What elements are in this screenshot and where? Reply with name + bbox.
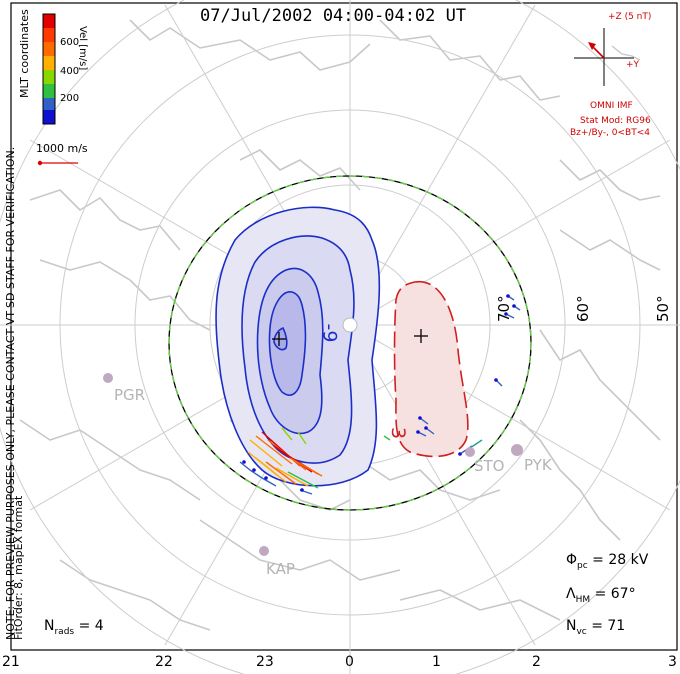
plot-frame (10, 2, 678, 651)
imf-stat-model: Stat Mod: RG96 (580, 116, 651, 126)
mlt-tick-23: 23 (256, 654, 274, 670)
positive-contour-label: 3 (387, 426, 410, 440)
scale-vector-label: 1000 m/s (36, 142, 88, 155)
mlt-tick-0: 0 (345, 654, 354, 670)
stat-lambda-hm: ΛHM = 67° (566, 586, 636, 605)
stat-lambda-value: = 67° (594, 586, 636, 602)
mlt-tick-21: 21 (2, 654, 20, 670)
mlt-tick-2: 2 (532, 654, 541, 670)
fit-order-note: FitOrder: 8, mapEX format (12, 495, 25, 640)
mlt-tick-3: 3 (668, 654, 677, 670)
latitude-label-50: 50° (654, 295, 672, 322)
stat-lambda-symbol: Λ (566, 586, 576, 602)
colorbar (42, 13, 56, 125)
imf-dial (574, 28, 641, 86)
mlt-tick-1: 1 (432, 654, 441, 670)
stat-nrads-sub: rads (54, 626, 75, 637)
colorbar-tick-400: 400 (60, 66, 80, 77)
station-label-sto: STO (474, 457, 505, 475)
stat-nvc-symbol: N (566, 618, 577, 634)
hm-boundary-dash (168, 175, 532, 511)
stat-phi-value: = 28 kV (592, 552, 649, 568)
map-title: 07/Jul/2002 04:00-04:02 UT (200, 6, 467, 26)
negative-contour-label: -9 (318, 323, 341, 343)
mlt-coordinates-note: MLT coordinates (18, 9, 31, 98)
station-marker-pyk (511, 444, 523, 456)
imf-bz-label: +Z (5 nT) (608, 12, 652, 22)
imf-by-label: +Y (626, 60, 640, 70)
station-marker-kap (259, 546, 269, 556)
stat-phi-symbol: Φ (566, 552, 578, 568)
velocity-vector-dots (242, 294, 516, 492)
stat-phi-sub: pc (577, 560, 588, 571)
station-label-pyk: PYK (524, 456, 552, 474)
stat-n-vc: Nvc = 71 (566, 618, 625, 637)
stat-phi-pc: Φpc = 28 kV (566, 552, 648, 571)
colorbar-tick-600: 600 (60, 37, 80, 48)
latitude-label-60: 60° (574, 295, 592, 322)
positive-potential-cell (393, 280, 469, 458)
stat-nvc-sub: vc (576, 626, 587, 637)
latitude-label-70: 70° (495, 295, 513, 322)
stat-nvc-value: = 71 (591, 618, 626, 634)
stat-nrads-value: = 4 (78, 618, 104, 634)
stat-lambda-sub: HM (575, 594, 591, 605)
imf-condition: Bz+/By-, 0<BT<4 (570, 128, 650, 138)
colorbar-label: Vel [m/s] (77, 26, 88, 71)
station-label-kap: KAP (266, 560, 295, 578)
mlt-tick-22: 22 (155, 654, 173, 670)
station-marker-sto (465, 447, 475, 457)
negative-potential-cell (215, 206, 381, 487)
station-markers (103, 373, 523, 556)
stat-nrads-symbol: N (44, 618, 55, 634)
station-label-pgr: PGR (114, 386, 146, 404)
station-marker-pgr (103, 373, 113, 383)
pole-marker (342, 317, 358, 333)
imf-source: OMNI IMF (590, 101, 633, 111)
stat-n-rads: Nrads = 4 (44, 618, 104, 637)
colorbar-tick-200: 200 (60, 93, 80, 104)
